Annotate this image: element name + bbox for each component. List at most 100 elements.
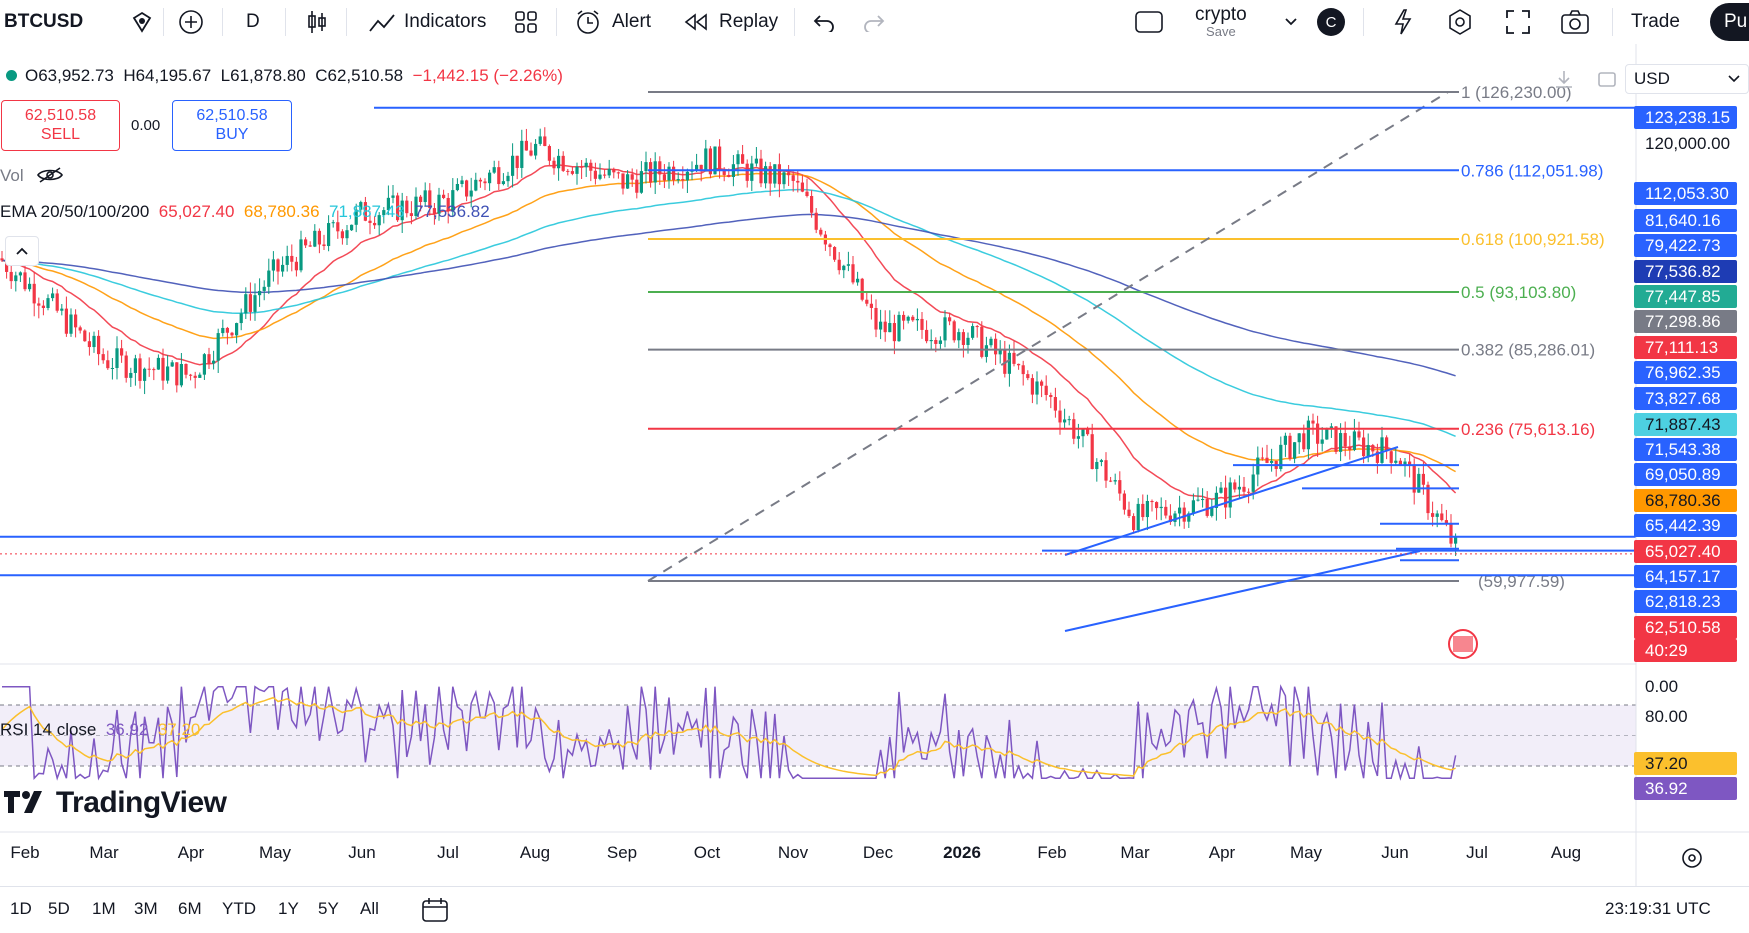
candle-body [570,171,574,174]
candle-body [423,190,427,203]
layout-select-icon[interactable] [1134,0,1164,44]
add-symbol-icon[interactable] [130,0,154,44]
candle-body [143,368,147,381]
candle-body [1265,457,1269,463]
price-chart[interactable]: Feb Mar Apr May Jun Jul Aug Sep Oct Nov Dec 2026 Feb… [0,44,1749,886]
candle-type-icon[interactable] [306,0,328,44]
top-toolbar: BTCUSD D Indicators Alert Replay crypto … [0,0,1749,45]
utc-clock[interactable]: 23:19:31 UTC [1605,899,1711,918]
range-button-6m[interactable]: 6M [178,899,202,918]
range-button-5d[interactable]: 5D [48,899,70,918]
ohlc-low: L61,878.80 [220,66,306,85]
quick-search-icon[interactable] [1390,0,1416,44]
candle-body [1201,499,1205,501]
candle-body [607,168,611,176]
candle-body [120,348,124,356]
candle-body [1040,381,1044,386]
currency-select[interactable]: USD [1625,64,1749,94]
sell-button[interactable]: 62,510.58 SELL [1,100,120,151]
collapse-legend-button[interactable] [5,236,39,266]
candle-body [1329,426,1333,428]
candle-body [1187,513,1191,522]
symbol-search[interactable]: BTCUSD [4,11,84,32]
layout-save-label: Save [1206,24,1236,39]
eye-off-icon[interactable] [36,166,64,184]
candle-body [1444,520,1448,525]
ohlc-legend: O63,952.73 H64,195.67 L61,878.80 C62,510… [6,66,563,86]
candle-body [184,364,188,375]
price-axis-label: 71,887.43 [1645,415,1721,434]
range-button-3m[interactable]: 3M [134,899,158,918]
candle-body [524,140,528,151]
candle-body [842,265,846,271]
avatar[interactable]: C [1317,0,1345,44]
candle-body [474,179,478,191]
candle-body [1224,487,1228,508]
settings-gear-icon[interactable] [1446,0,1474,44]
candle-body [9,271,13,282]
candle-body [598,174,602,179]
candle-body [354,209,358,225]
price-axis-label: 0.00 [1645,677,1678,696]
x-tick-label: Aug [1551,843,1581,862]
candle-body [1283,435,1287,445]
range-button-all[interactable]: All [360,899,379,918]
candle-body [189,374,193,376]
candle-body [1233,482,1237,490]
buy-label: BUY [215,126,249,143]
templates-icon[interactable] [514,0,538,44]
range-button-1y[interactable]: 1Y [278,899,299,918]
candle-body [1053,397,1057,411]
candle-body [1086,429,1090,435]
spread-value: 0.00 [131,117,161,134]
candle-body [1242,486,1246,492]
calendar-icon[interactable] [420,896,450,929]
buy-button[interactable]: 62,510.58 BUY [172,100,292,151]
redo-icon[interactable] [862,0,886,44]
range-button-ytd[interactable]: YTD [222,899,256,918]
candle-body [616,172,620,174]
candle-body [1417,473,1421,493]
publish-button[interactable]: Pu [1710,0,1749,44]
rsi-axis-label: 36.92 [1645,779,1688,798]
chart-settings-icon[interactable] [1680,846,1704,875]
layout-name-button[interactable]: crypto Save [1195,0,1247,44]
range-button-1m[interactable]: 1M [92,899,116,918]
price-axis-label: 81,640.16 [1645,211,1721,230]
candle-body [1122,493,1126,510]
fullscreen-icon[interactable] [1505,0,1531,44]
candle-body [138,358,142,381]
range-button-1d[interactable]: 1D [10,899,32,918]
candle-body [994,338,998,355]
compare-plus-icon[interactable] [178,0,204,44]
candle-body [230,332,234,336]
candle-body [106,360,110,369]
candle-body [1049,395,1053,398]
candle-body [340,231,344,239]
candle-body [741,154,745,164]
candle-body [1030,378,1034,395]
indicators-button[interactable]: Indicators [368,0,486,44]
candle-body [276,259,280,272]
undo-icon[interactable] [812,0,836,44]
candle-body [998,350,1002,355]
candle-body [589,162,593,171]
candle-body [359,202,363,210]
replay-button[interactable]: Replay [683,0,778,44]
restore-icon[interactable] [1596,68,1618,95]
range-button-5y[interactable]: 5Y [318,899,339,918]
candle-body [382,210,386,216]
trade-button[interactable]: Trade [1631,11,1680,32]
candle-body [497,167,501,185]
download-icon[interactable] [1553,68,1575,95]
camera-icon[interactable] [1560,0,1590,44]
alert-button[interactable]: Alert [574,0,651,44]
chevron-down-icon[interactable] [1284,0,1298,44]
candle-body [32,283,36,304]
candle-body [621,173,625,189]
candle-body [400,200,404,221]
candle-body [856,278,860,283]
candle-body [64,308,68,334]
price-axis-badge [1634,413,1737,436]
interval-button[interactable]: D [246,11,260,32]
